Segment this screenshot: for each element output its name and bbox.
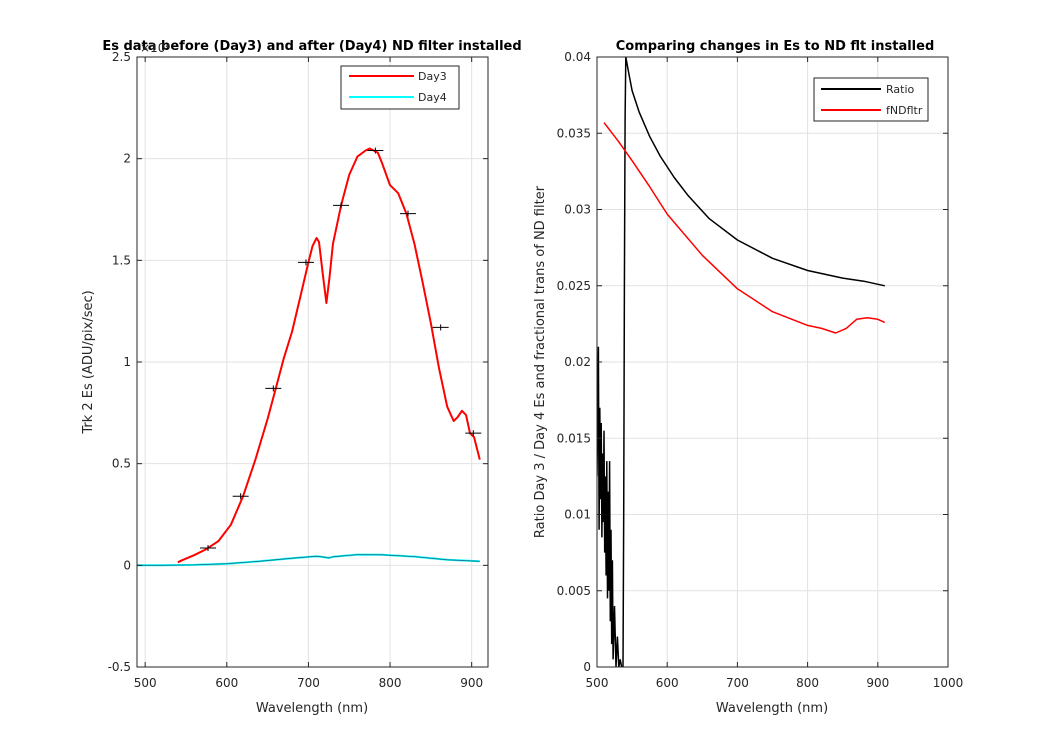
legend-label-day3: Day3 — [418, 70, 447, 83]
right-x-tick-label: 700 — [726, 676, 749, 690]
right-y-tick-label: 0.025 — [557, 279, 591, 293]
left-x-tick-label: 500 — [134, 676, 157, 690]
right-y-tick-label: 0.015 — [557, 431, 591, 445]
legend-label-day4: Day4 — [418, 91, 447, 104]
legend-label-ratio: Ratio — [886, 83, 915, 96]
left-x-tick-label: 900 — [460, 676, 483, 690]
right-x-axis-label: Wavelength (nm) — [716, 701, 828, 716]
right-y-axis-label: Ratio Day 3 / Day 4 Es and fractional tr… — [533, 185, 548, 538]
right-x-tick-label: 600 — [656, 676, 679, 690]
left-legend: Day3 Day4 — [340, 65, 460, 110]
right-y-tick-label: 0 — [583, 660, 591, 674]
legend-label-fndfltr: fNDfltr — [886, 104, 923, 117]
right-plot-title: Comparing changes in Es to ND flt instal… — [616, 39, 935, 54]
left-y-tick-label: 2 — [123, 152, 131, 166]
series-line-fndfltr — [603, 122, 886, 334]
left-x-tick-label: 800 — [379, 676, 402, 690]
right-plot: 500 600 700 800 900 1000 0 0.005 0.01 0.015 0.02 0.… — [533, 39, 963, 716]
left-plot-title: Es data before (Day3) and after (Day4) N… — [102, 39, 521, 54]
left-series-group — [137, 147, 482, 567]
right-x-tick-label: 500 — [586, 676, 609, 690]
right-y-tick-label: 0.02 — [564, 355, 591, 369]
left-y-tick-label: 2.5 — [112, 50, 131, 64]
left-ticks: 500 600 700 800 900 -0.5 0 0.5 1 1.5 2 2.5 — [108, 50, 488, 690]
right-ticks: 500 600 700 800 900 1000 0 0.005 0.01 0.015 0.02 0.… — [557, 50, 964, 690]
series-line-day4-core — [137, 554, 480, 566]
left-exponent-label: ×10⁴ — [140, 41, 170, 55]
right-legend-box — [813, 77, 929, 122]
left-y-tick-label: 0 — [123, 558, 131, 572]
right-y-tick-label: 0.005 — [557, 584, 591, 598]
right-x-tick-label: 900 — [866, 676, 889, 690]
left-y-axis-label: Trk 2 Es (ADU/pix/sec) — [81, 290, 96, 434]
right-y-tick-label: 0.03 — [564, 203, 591, 217]
series-line-ratio — [625, 57, 885, 287]
left-x-axis-label: Wavelength (nm) — [256, 701, 368, 716]
right-y-tick-label: 0.04 — [564, 50, 591, 64]
left-plot: 500 600 700 800 900 -0.5 0 0.5 1 1.5 2 2.5 Es data … — [81, 39, 522, 716]
left-legend-box — [340, 65, 460, 110]
ratio-noise-segment — [597, 57, 627, 667]
right-legend: Ratio fNDfltr — [813, 77, 929, 122]
left-y-tick-label: 0.5 — [112, 457, 131, 471]
left-y-tick-label: 1.5 — [112, 253, 131, 267]
right-series-group — [597, 57, 886, 667]
series-line-day3 — [177, 147, 481, 564]
right-x-tick-label: 1000 — [933, 676, 964, 690]
right-x-tick-label: 800 — [796, 676, 819, 690]
left-y-tick-label: 1 — [123, 355, 131, 369]
left-y-tick-label: -0.5 — [108, 660, 131, 674]
left-x-tick-label: 600 — [215, 676, 238, 690]
right-y-tick-label: 0.035 — [557, 126, 591, 140]
left-x-tick-label: 700 — [297, 676, 320, 690]
right-y-tick-label: 0.01 — [564, 508, 591, 522]
